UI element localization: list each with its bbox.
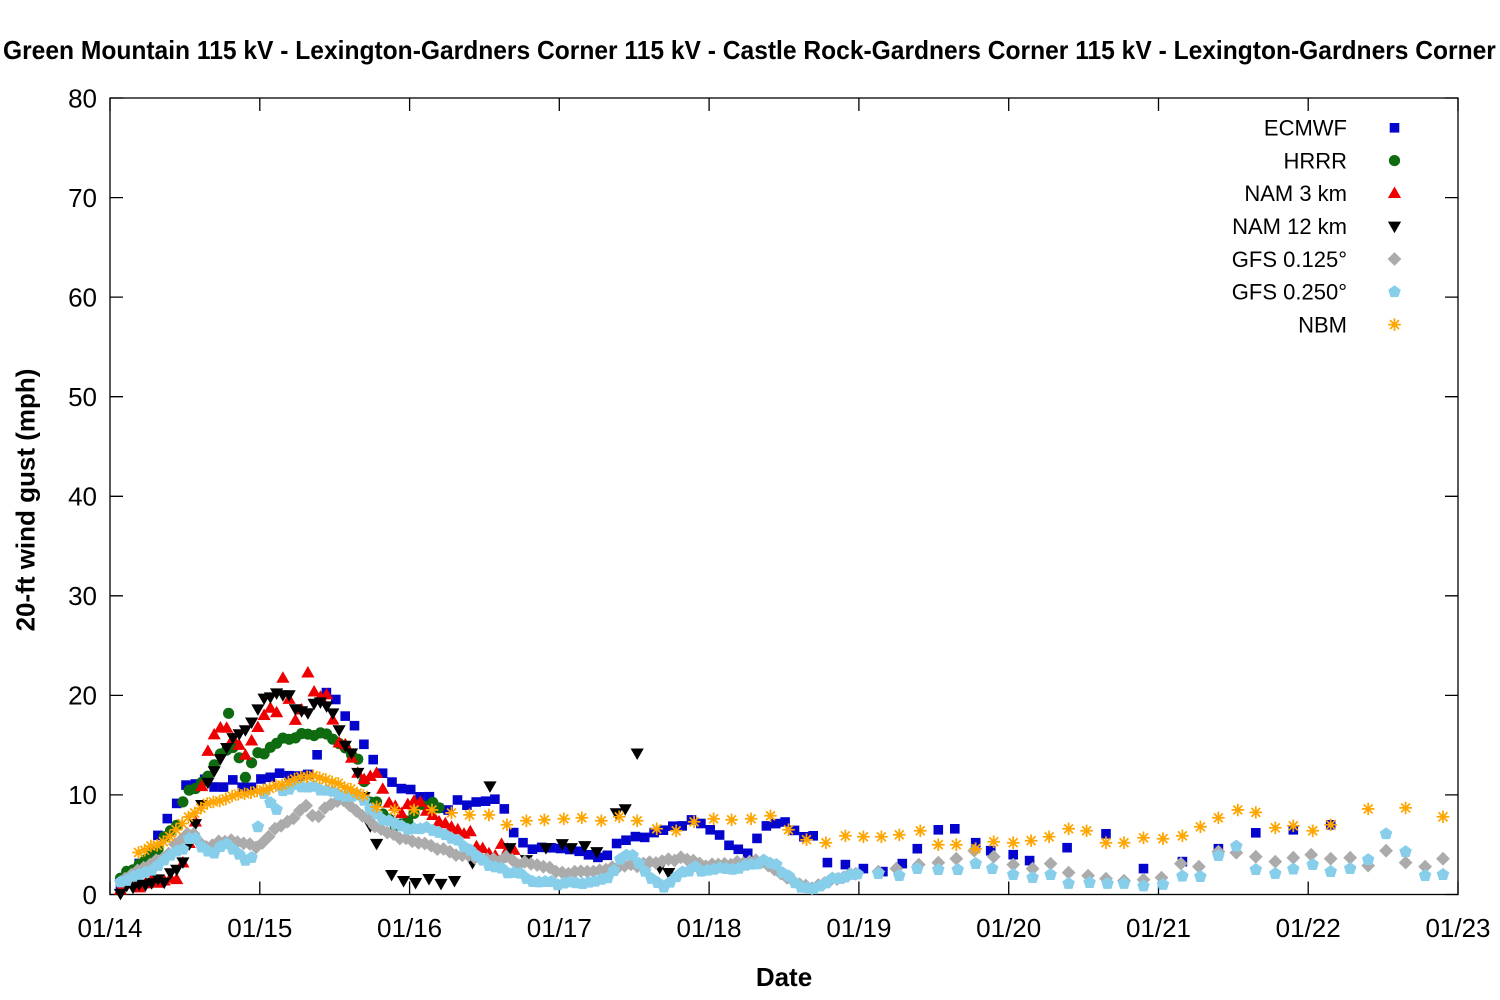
svg-text:01/15: 01/15 [227, 913, 292, 943]
svg-text:01/18: 01/18 [677, 913, 742, 943]
svg-text:10: 10 [68, 780, 97, 810]
svg-text:NBM: NBM [1298, 312, 1347, 337]
svg-text:01/21: 01/21 [1126, 913, 1191, 943]
svg-text:50: 50 [68, 382, 97, 412]
svg-text:NAM 12 km: NAM 12 km [1232, 214, 1347, 239]
svg-text:01/23: 01/23 [1425, 913, 1490, 943]
svg-text:ECMWF: ECMWF [1264, 116, 1347, 141]
svg-text:01/17: 01/17 [527, 913, 592, 943]
svg-text:20: 20 [68, 681, 97, 711]
svg-text:01/19: 01/19 [826, 913, 891, 943]
svg-text:20-ft wind gust (mph): 20-ft wind gust (mph) [11, 369, 41, 632]
svg-text:60: 60 [68, 282, 97, 312]
svg-text:NAM 3 km: NAM 3 km [1244, 181, 1347, 206]
svg-text:HRRR: HRRR [1283, 148, 1347, 173]
svg-text:0: 0 [83, 880, 97, 910]
svg-text:01/16: 01/16 [377, 913, 442, 943]
svg-text:01/22: 01/22 [1276, 913, 1341, 943]
svg-text:30: 30 [68, 581, 97, 611]
svg-text:01/20: 01/20 [976, 913, 1041, 943]
svg-text:01/14: 01/14 [77, 913, 142, 943]
svg-text:70: 70 [68, 183, 97, 213]
svg-text:Date: Date [756, 962, 812, 992]
svg-text:40: 40 [68, 482, 97, 512]
svg-text:GFS 0.125°: GFS 0.125° [1232, 247, 1347, 272]
svg-text:GFS 0.250°: GFS 0.250° [1232, 280, 1347, 305]
svg-text:Green Mountain 115 kV - Lexing: Green Mountain 115 kV - Lexington-Gardne… [3, 36, 1496, 65]
svg-text:80: 80 [68, 83, 97, 113]
